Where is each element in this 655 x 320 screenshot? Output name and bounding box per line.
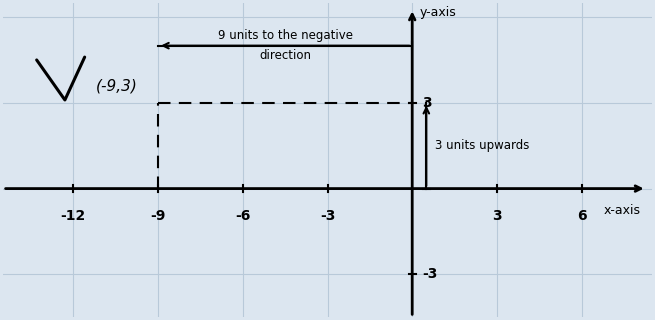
- Text: 6: 6: [577, 209, 586, 223]
- Text: (-9,3): (-9,3): [96, 78, 138, 93]
- Text: 9 units to the negative: 9 units to the negative: [217, 29, 352, 42]
- Text: direction: direction: [259, 49, 311, 62]
- Text: -12: -12: [61, 209, 86, 223]
- Text: 3: 3: [422, 96, 432, 110]
- Text: -9: -9: [151, 209, 166, 223]
- Text: -3: -3: [422, 267, 438, 281]
- Text: y-axis: y-axis: [419, 6, 456, 19]
- Text: 3 units upwards: 3 units upwards: [435, 139, 529, 152]
- Text: -3: -3: [320, 209, 335, 223]
- Text: x-axis: x-axis: [604, 204, 641, 217]
- Text: -6: -6: [235, 209, 250, 223]
- Text: 3: 3: [492, 209, 502, 223]
